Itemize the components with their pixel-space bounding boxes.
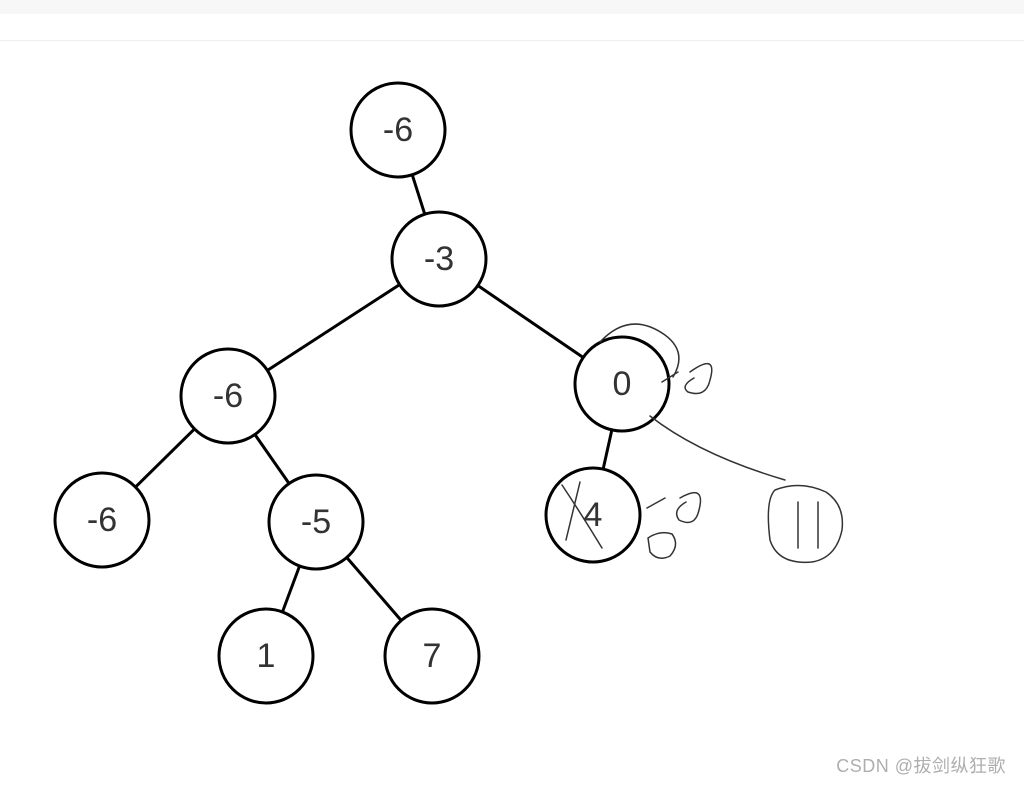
tree-node-n3: -6 bbox=[181, 349, 275, 443]
tree-node-n4: 0 bbox=[575, 337, 669, 431]
tree-diagram: -6 -3 -6 0 -6 -5 4 1 7 bbox=[0, 0, 1024, 788]
node-label: 7 bbox=[423, 637, 442, 675]
node-label: 4 bbox=[584, 496, 603, 534]
node-label: 1 bbox=[257, 637, 276, 675]
node-label: -6 bbox=[383, 111, 413, 149]
edge-n3-n6 bbox=[255, 435, 289, 484]
node-label: -6 bbox=[213, 377, 243, 415]
tree-node-n7: 4 bbox=[546, 468, 640, 562]
scribble-11-shape bbox=[768, 485, 842, 562]
edge-n1-n2 bbox=[412, 175, 425, 214]
node-label: 0 bbox=[613, 365, 632, 403]
edge-n6-n9 bbox=[347, 558, 401, 621]
tree-node-n1: -6 bbox=[351, 83, 445, 177]
node-label: -3 bbox=[424, 240, 454, 278]
tree-node-n6: -5 bbox=[269, 475, 363, 569]
tree-node-n8: 1 bbox=[219, 609, 313, 703]
nodes-layer: -6 -3 -6 0 -6 -5 4 1 7 bbox=[55, 83, 669, 703]
edge-n2-n3 bbox=[267, 285, 399, 371]
edge-n4-n7 bbox=[603, 430, 612, 469]
edge-n3-n5 bbox=[135, 429, 194, 487]
tree-node-n9: 7 bbox=[385, 609, 479, 703]
scribble-neg6-below bbox=[647, 493, 700, 559]
node-label: -6 bbox=[87, 501, 117, 539]
tree-node-n2: -3 bbox=[392, 212, 486, 306]
edge-n2-n4 bbox=[478, 286, 583, 358]
scribble-long-curve bbox=[650, 416, 785, 480]
tree-node-n5: -6 bbox=[55, 473, 149, 567]
node-label: -5 bbox=[301, 503, 331, 541]
edge-n6-n8 bbox=[282, 566, 299, 612]
